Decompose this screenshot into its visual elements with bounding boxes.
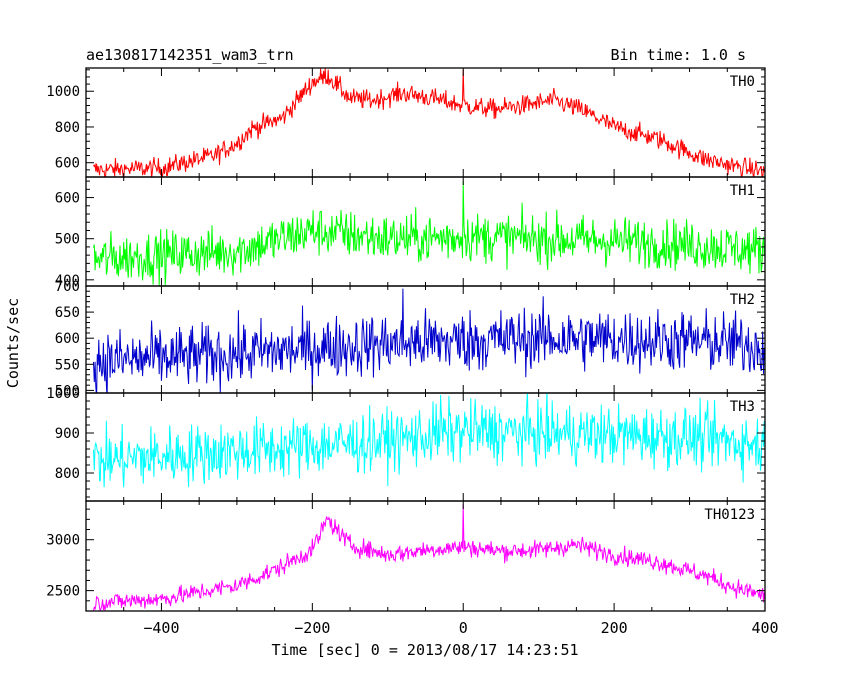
y-tick-label: 700: [55, 279, 80, 295]
y-tick-label: 900: [55, 426, 80, 442]
y-tick-label: 550: [55, 357, 80, 373]
series-th2: [93, 288, 765, 393]
series-th0123: [93, 504, 765, 611]
bin-time-label: Bin time: 1.0 s: [611, 46, 746, 64]
x-tick-label: −400: [143, 619, 179, 637]
panel-label-th0123: TH0123: [704, 507, 755, 523]
y-tick-label: 3000: [46, 533, 80, 549]
panel-label-th1: TH1: [730, 183, 755, 199]
y-tick-label: 500: [55, 232, 80, 248]
y-tick-label: 1000: [46, 84, 80, 100]
panel-label-th0: TH0: [730, 74, 755, 90]
plot-title: ae130817142351_wam3_trn: [86, 46, 294, 64]
panel-label-th3: TH3: [730, 399, 755, 415]
series-th1: [93, 181, 765, 286]
x-axis-label: Time [sec] 0 = 2013/08/17 14:23:51: [271, 641, 578, 659]
x-tick-label: 0: [459, 619, 468, 637]
y-tick-label: 800: [55, 466, 80, 482]
y-tick-label: 400: [55, 273, 80, 289]
y-tick-label: 1000: [46, 386, 80, 402]
y-tick-label: 600: [55, 331, 80, 347]
y-tick-label: 650: [55, 305, 80, 321]
x-tick-label: −200: [294, 619, 330, 637]
y-tick-label: 800: [55, 120, 80, 136]
x-tick-label: 200: [601, 619, 628, 637]
y-tick-label: 600: [55, 156, 80, 172]
panel-frame-th0: [85, 67, 766, 178]
series-th3: [93, 393, 765, 488]
y-axis-label: Counts/sec: [4, 298, 22, 388]
y-tick-label: 2500: [46, 584, 80, 600]
x-tick-label: 400: [751, 619, 778, 637]
y-tick-label: 600: [55, 191, 80, 207]
panels: TH0 600 800 1000 TH1 400 500 600 TH2 500 550 600 650…: [46, 67, 779, 637]
series-th0: [93, 68, 765, 177]
panel-label-th2: TH2: [730, 292, 755, 308]
y-tick-label: 500: [55, 383, 80, 399]
